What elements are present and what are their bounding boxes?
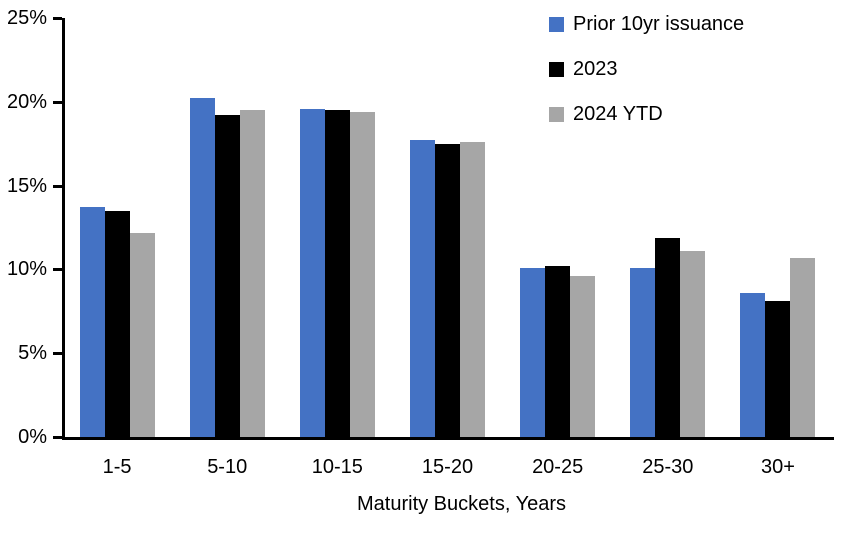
bar-2023-20-25 <box>545 266 571 437</box>
legend-label: 2024 YTD <box>573 103 663 125</box>
bar-2023-15-20 <box>435 143 460 437</box>
plot-area <box>62 18 833 437</box>
bar-2023-1-5 <box>104 210 130 437</box>
x-tick-label-5-10: 5-10 <box>207 456 248 478</box>
bar-2024-ytd-30 <box>790 257 816 437</box>
x-tick-label-1-5: 1-5 <box>102 456 132 478</box>
y-tick-label: 15% <box>6 174 47 197</box>
x-tick-label-10-15: 10-15 <box>311 456 363 478</box>
x-axis-line <box>62 437 834 440</box>
y-tick-mark <box>53 100 62 104</box>
y-tick-mark <box>53 184 62 188</box>
y-tick-mark <box>53 352 62 356</box>
bar-2023-5-10 <box>214 115 240 437</box>
legend-label: Prior 10yr issuance <box>573 13 745 35</box>
y-tick-label: 25% <box>6 7 47 29</box>
bar-2024-ytd-25-30 <box>680 250 706 437</box>
bar-2024-ytd-1-5 <box>129 232 155 437</box>
bar-2024-ytd-5-10 <box>239 110 265 437</box>
bar-prior-10yr-issuance-10-15 <box>299 108 325 437</box>
bar-2023-25-30 <box>655 237 681 437</box>
bar-prior-10yr-issuance-5-10 <box>189 98 215 437</box>
y-tick-label: 20% <box>6 90 47 113</box>
bar-prior-10yr-issuance-20-25 <box>520 267 546 437</box>
legend-swatch-icon <box>549 16 564 32</box>
x-tick-label-25-30: 25-30 <box>642 456 694 478</box>
legend-item-prior-10yr-issuance: Prior 10yr issuance <box>549 12 744 36</box>
y-axis-line <box>62 18 65 440</box>
y-tick-label: 5% <box>18 342 47 365</box>
legend-swatch-icon <box>549 106 564 122</box>
legend-item-2023: 2023 <box>549 57 744 81</box>
bar-2023-10-15 <box>324 110 350 437</box>
y-tick-label: 10% <box>6 258 47 281</box>
bar-prior-10yr-issuance-25-30 <box>630 267 656 437</box>
legend-item-2024-ytd: 2024 YTD <box>549 102 744 126</box>
bar-2024-ytd-10-15 <box>349 111 375 437</box>
bar-prior-10yr-issuance-1-5 <box>79 207 105 437</box>
bar-prior-10yr-issuance-15-20 <box>410 140 435 437</box>
bar-prior-10yr-issuance-30 <box>740 292 766 437</box>
x-tick-label-20-25: 20-25 <box>532 456 584 478</box>
x-tick-label-30: 30+ <box>760 456 795 478</box>
y-tick-mark <box>53 268 62 272</box>
legend: Prior 10yr issuance 2023 2024 YTD <box>549 12 744 147</box>
bar-2023-30 <box>765 301 791 437</box>
y-tick-mark <box>53 436 62 439</box>
x-tick-label-15-20: 15-20 <box>421 456 474 478</box>
x-axis-title: Maturity Buckets, Years <box>357 493 566 515</box>
bar-2024-ytd-20-25 <box>570 276 596 437</box>
legend-swatch-icon <box>549 61 564 77</box>
legend-label: 2023 <box>573 58 618 80</box>
y-tick-mark <box>53 17 62 20</box>
y-tick-label: 0% <box>18 426 47 448</box>
bar-2024-ytd-15-20 <box>460 142 485 437</box>
